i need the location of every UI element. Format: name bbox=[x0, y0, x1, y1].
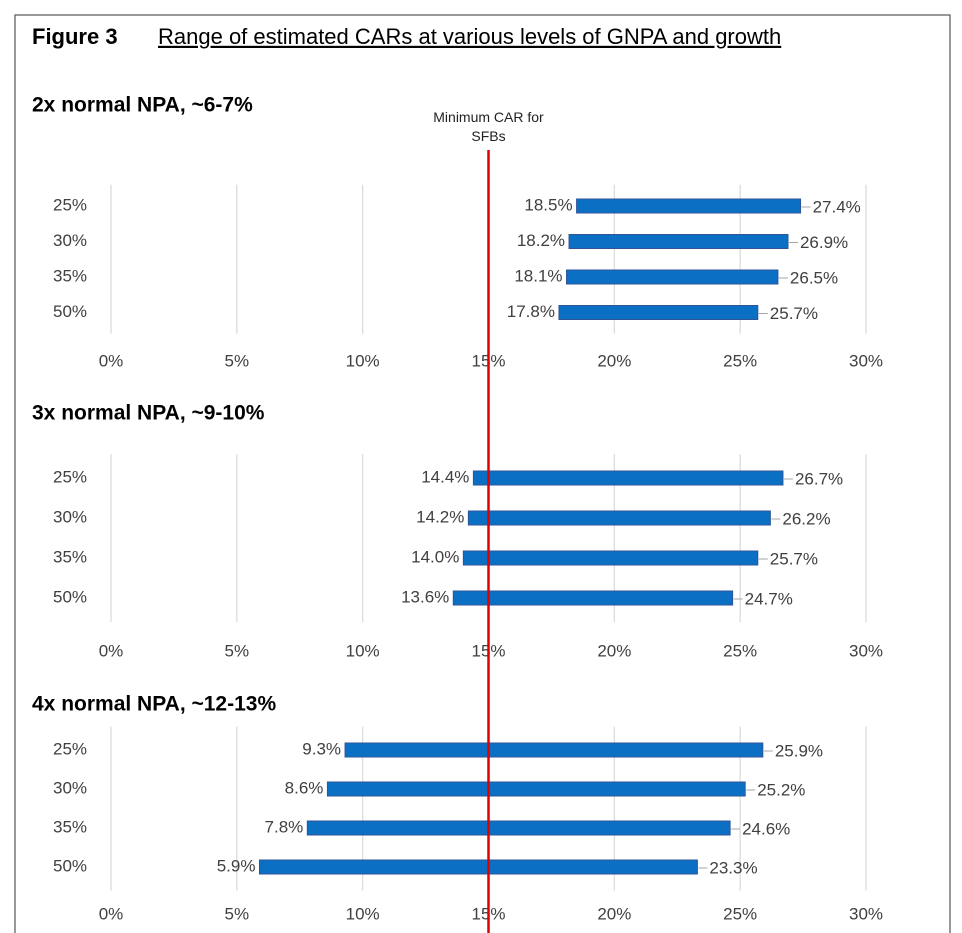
high-label: 26.5% bbox=[790, 268, 838, 287]
high-label: 26.7% bbox=[795, 469, 843, 488]
low-label: 18.2% bbox=[517, 231, 565, 250]
x-tick-label: 0% bbox=[99, 641, 124, 660]
range-bar bbox=[452, 590, 734, 606]
high-label: 25.7% bbox=[770, 549, 818, 568]
panel-title: 3x normal NPA, ~9-10% bbox=[32, 402, 265, 425]
x-tick-label: 5% bbox=[225, 641, 250, 660]
range-bar bbox=[566, 269, 779, 285]
range-bar bbox=[344, 742, 764, 758]
category-label: 25% bbox=[53, 467, 87, 486]
high-label: 25.2% bbox=[757, 780, 805, 799]
reference-label: Minimum CAR for SFBs bbox=[433, 109, 544, 144]
category-label: 25% bbox=[53, 739, 87, 758]
x-tick-label: 30% bbox=[849, 641, 883, 660]
low-label: 18.1% bbox=[514, 266, 562, 285]
figure-title: Range of estimated CARs at various level… bbox=[158, 24, 781, 49]
range-bar bbox=[472, 470, 784, 486]
range-bar bbox=[467, 510, 771, 526]
x-tick-label: 20% bbox=[597, 641, 631, 660]
high-label: 24.6% bbox=[742, 819, 790, 838]
high-label: 26.2% bbox=[782, 509, 830, 528]
high-label: 25.7% bbox=[770, 304, 818, 323]
category-label: 35% bbox=[53, 817, 87, 836]
high-label: 24.7% bbox=[745, 589, 793, 608]
category-label: 30% bbox=[53, 507, 87, 526]
panel-title: 2x normal NPA, ~6-7% bbox=[32, 94, 253, 117]
high-label: 27.4% bbox=[813, 197, 861, 216]
x-tick-label: 20% bbox=[597, 351, 631, 370]
category-label: 35% bbox=[53, 266, 87, 285]
high-label: 26.9% bbox=[800, 233, 848, 252]
category-label: 50% bbox=[53, 302, 87, 321]
category-label: 50% bbox=[53, 587, 87, 606]
low-label: 17.8% bbox=[507, 302, 555, 321]
low-label: 7.8% bbox=[265, 817, 304, 836]
low-label: 14.0% bbox=[411, 547, 459, 566]
category-label: 30% bbox=[53, 231, 87, 250]
x-tick-label: 25% bbox=[723, 351, 757, 370]
low-label: 8.6% bbox=[285, 778, 324, 797]
figure-label: Figure 3 bbox=[32, 24, 118, 49]
x-tick-label: 10% bbox=[346, 641, 380, 660]
category-label: 30% bbox=[53, 778, 87, 797]
x-tick-label: 5% bbox=[225, 904, 250, 923]
x-tick-label: 30% bbox=[849, 904, 883, 923]
range-bar bbox=[326, 781, 746, 797]
high-label: 23.3% bbox=[709, 858, 757, 877]
low-label: 13.6% bbox=[401, 587, 449, 606]
low-label: 14.2% bbox=[416, 507, 464, 526]
low-label: 18.5% bbox=[524, 195, 572, 214]
low-label: 9.3% bbox=[302, 739, 341, 758]
range-bar bbox=[576, 198, 802, 214]
category-label: 50% bbox=[53, 856, 87, 875]
category-label: 25% bbox=[53, 195, 87, 214]
range-bar bbox=[258, 859, 698, 875]
low-label: 5.9% bbox=[217, 856, 256, 875]
low-label: 14.4% bbox=[421, 467, 469, 486]
range-bar bbox=[306, 820, 731, 836]
high-label: 25.9% bbox=[775, 741, 823, 760]
x-tick-label: 20% bbox=[597, 904, 631, 923]
x-tick-label: 25% bbox=[723, 904, 757, 923]
frame bbox=[14, 14, 951, 933]
x-tick-label: 0% bbox=[99, 904, 124, 923]
x-tick-label: 10% bbox=[346, 904, 380, 923]
panel-title: 4x normal NPA, ~12-13% bbox=[32, 693, 276, 716]
x-tick-label: 0% bbox=[99, 351, 124, 370]
x-tick-label: 10% bbox=[346, 351, 380, 370]
range-bar bbox=[558, 305, 759, 320]
x-tick-label: 5% bbox=[225, 351, 250, 370]
x-tick-label: 25% bbox=[723, 641, 757, 660]
range-bar bbox=[462, 550, 759, 566]
range-bar bbox=[568, 234, 789, 249]
x-tick-label: 30% bbox=[849, 351, 883, 370]
category-label: 35% bbox=[53, 547, 87, 566]
